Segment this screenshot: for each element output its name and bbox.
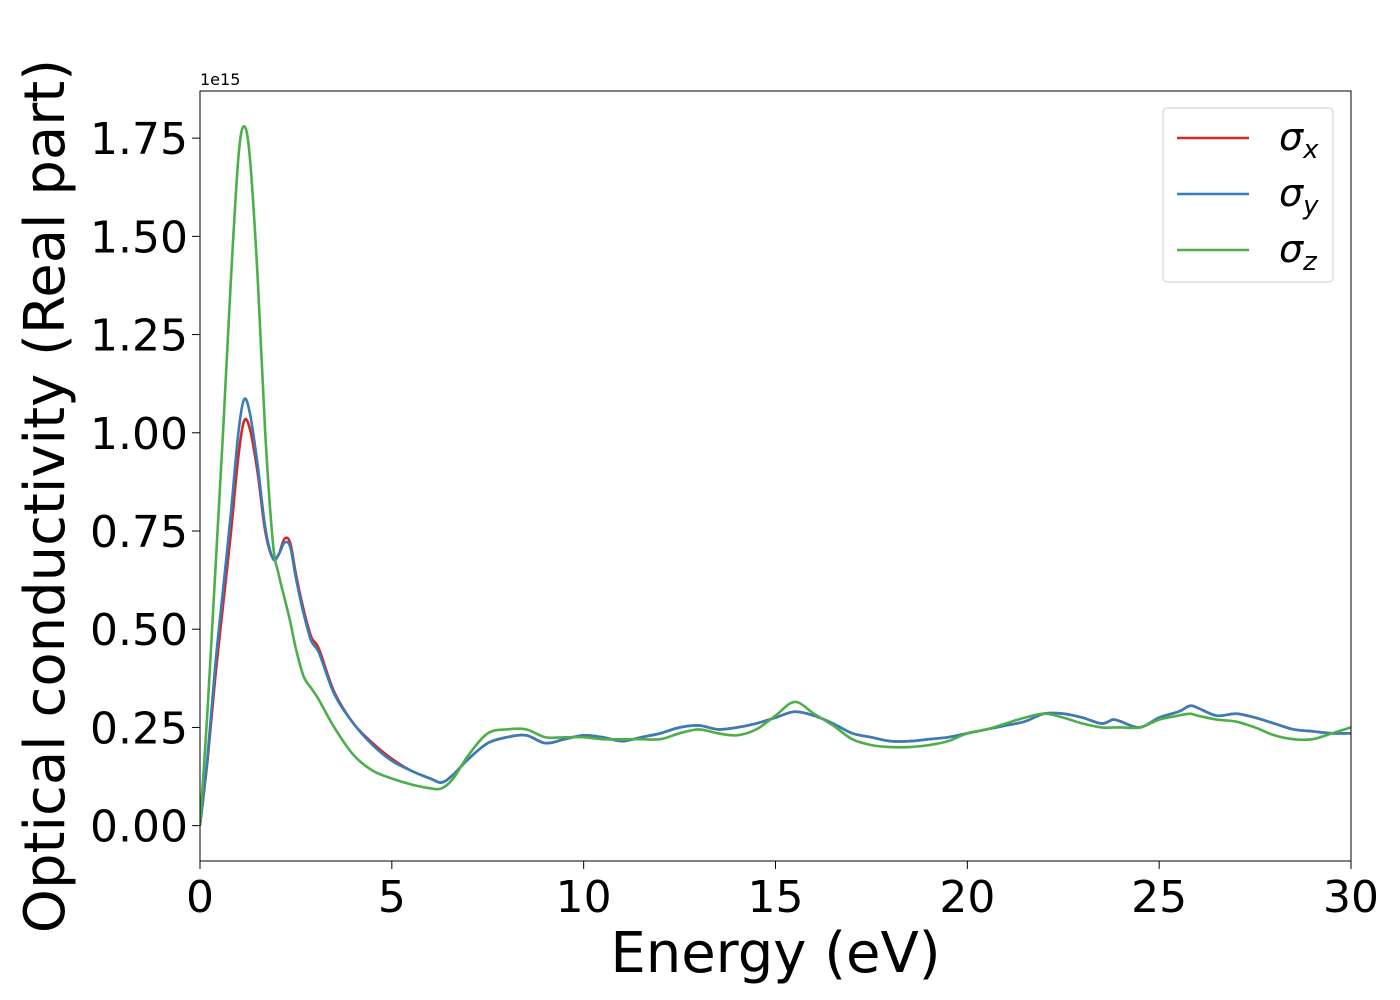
x-tick-label: 15: [748, 872, 804, 923]
legend-label: σx: [1279, 115, 1319, 165]
y-tick-label: 0.50: [90, 605, 188, 656]
y-tick-label: 0.75: [90, 507, 188, 558]
series-line-y: [200, 397, 1351, 826]
x-tick-label: 0: [186, 872, 214, 923]
x-tick-label: 25: [1131, 872, 1187, 923]
y-tick-label: 1.50: [90, 212, 188, 263]
y-tick-label: 1.25: [90, 311, 188, 362]
x-axis-ticks: 0 5 10 15 20 25 30: [186, 861, 1379, 923]
y-tick-label: 1.00: [90, 409, 188, 460]
y-tick-label: 1.75: [90, 114, 188, 165]
legend-label: σy: [1279, 171, 1319, 221]
x-tick-label: 5: [378, 872, 406, 923]
series-line-x: [200, 417, 1351, 826]
x-axis-label: Energy (eV): [610, 921, 940, 986]
y-axis-label: Optical conductivity (Real part): [13, 59, 78, 933]
legend-item-z: σz: [1177, 227, 1318, 277]
legend-item-y: σy: [1177, 171, 1319, 221]
y-tick-label: 0.25: [90, 703, 188, 754]
y-axis-ticks: 0.00 0.25 0.50 0.75 1.00 1.25 1.50 1.75: [90, 114, 200, 853]
series-line-z: [200, 125, 1351, 826]
legend-item-x: σx: [1177, 115, 1319, 165]
plot-lines: [200, 125, 1351, 826]
legend-label: σz: [1279, 227, 1318, 277]
legend: σx σy σz: [1162, 107, 1334, 283]
y-tick-label: 0.00: [90, 802, 188, 853]
x-tick-label: 10: [556, 872, 612, 923]
y-axis-offset-label: 1e15: [200, 70, 240, 89]
x-tick-label: 20: [939, 872, 995, 923]
x-tick-label: 30: [1323, 872, 1379, 923]
